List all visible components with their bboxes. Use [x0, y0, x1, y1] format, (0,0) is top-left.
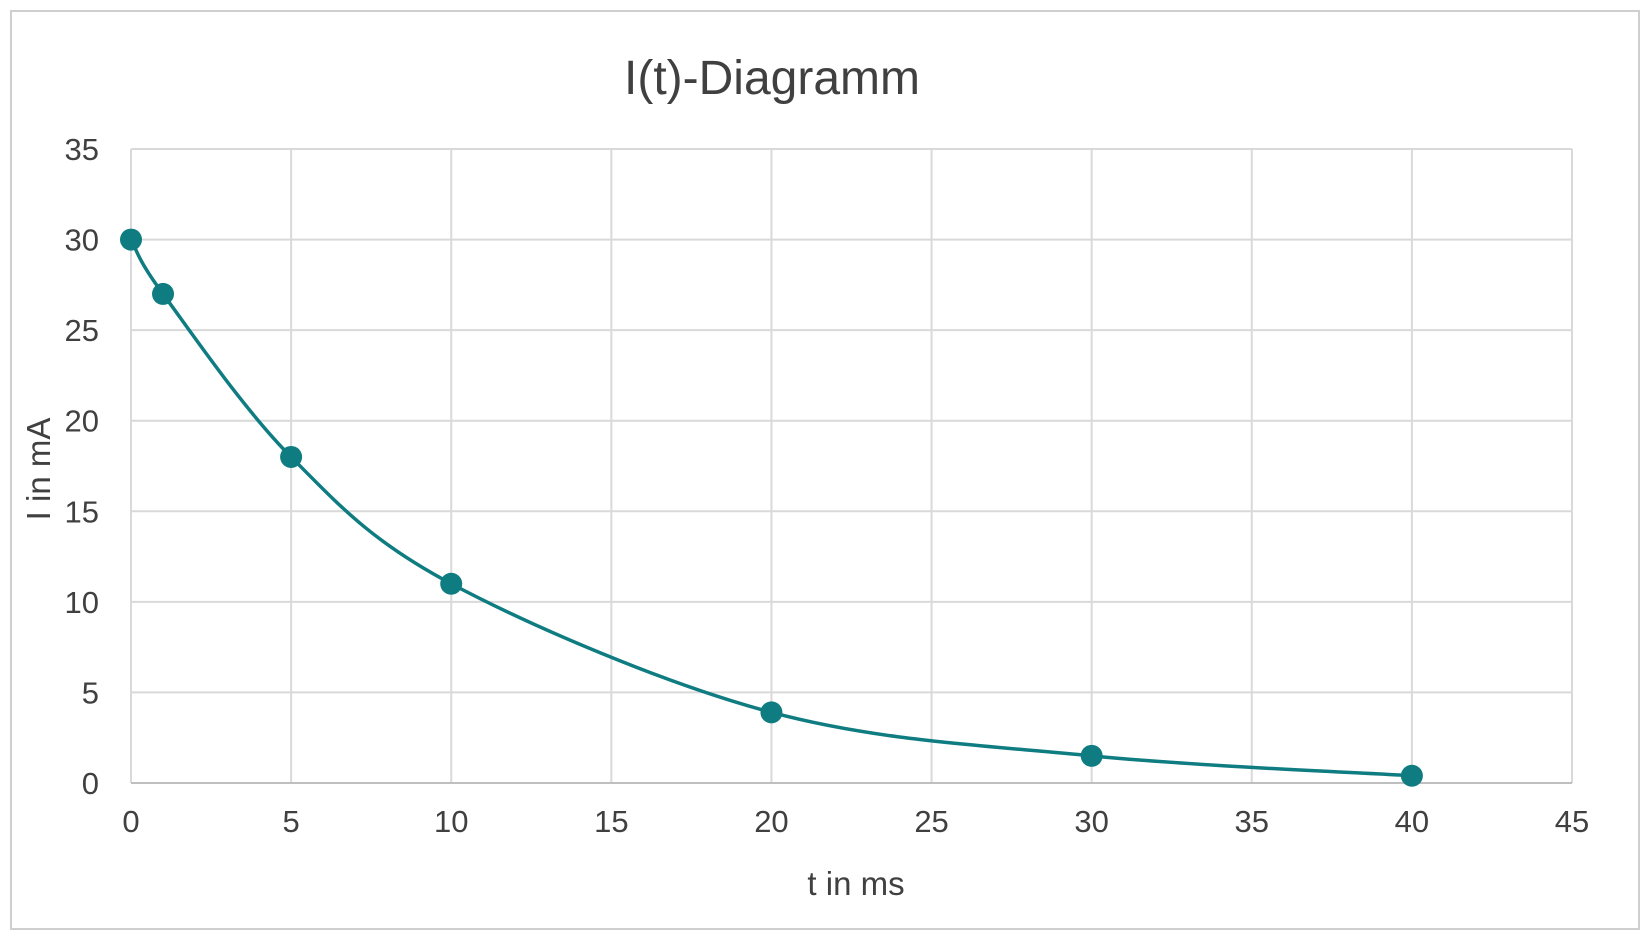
data-point: [440, 572, 463, 595]
data-point: [760, 701, 783, 724]
x-tick-label: 30: [1074, 804, 1108, 839]
x-tick-label: 0: [122, 804, 139, 839]
data-point: [120, 228, 142, 251]
x-tick-labels: 0 5 10 15 20 25 30 35 40 45: [122, 804, 1589, 839]
y-tick-label: 15: [65, 494, 99, 529]
y-tick-label: 5: [82, 675, 99, 710]
y-tick-label: 10: [65, 585, 99, 620]
grid-group: [130, 148, 1573, 783]
chart-title: I(t)-Diagramm: [624, 52, 920, 105]
data-point: [280, 445, 303, 468]
data-point: [152, 282, 175, 305]
x-tick-label: 15: [594, 804, 628, 839]
x-tick-label: 10: [434, 804, 468, 839]
data-point: [1080, 744, 1103, 767]
x-tick-label: 25: [914, 804, 948, 839]
series-line: [129, 237, 1414, 778]
data-point: [1400, 764, 1423, 787]
x-tick-label: 40: [1395, 804, 1429, 839]
x-tick-label: 45: [1555, 804, 1589, 839]
x-tick-label: 20: [754, 804, 788, 839]
y-axis-label: I in mA: [20, 418, 57, 521]
y-tick-label: 35: [65, 132, 99, 167]
y-tick-labels: 0 5 10 15 20 25 30 35: [65, 132, 99, 801]
y-tick-label: 30: [65, 223, 99, 258]
y-tick-label: 20: [65, 404, 99, 439]
series-group: [120, 228, 1423, 787]
x-axis-label: t in ms: [807, 865, 904, 902]
chart-frame: [10, 10, 1640, 930]
x-tick-label: 35: [1235, 804, 1269, 839]
y-tick-label: 0: [82, 766, 99, 801]
x-tick-label: 5: [282, 804, 299, 839]
y-tick-label: 25: [65, 313, 99, 348]
